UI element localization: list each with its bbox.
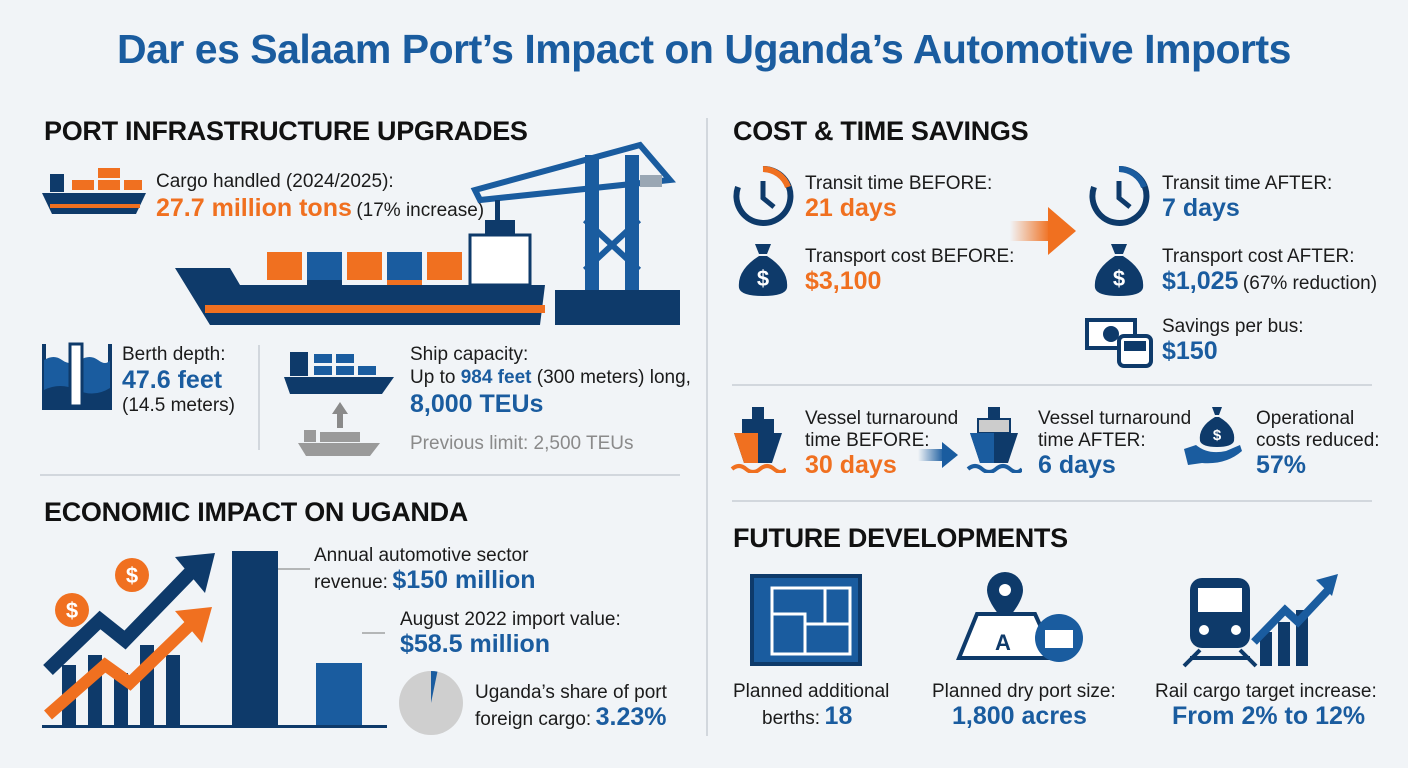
map-pin-container-icon: A [956,572,1083,662]
money-bag-icon: $ [1094,244,1144,296]
ship-teu: 8,000 TEUs [410,390,544,418]
cargo-note: (17% increase) [356,200,485,221]
turn-before-label: Vessel turnaround [805,408,959,429]
section-divider [732,500,1372,502]
svg-text:$: $ [66,598,78,623]
arrow-right-icon [918,442,958,468]
rail-growth-icon [1182,574,1338,668]
dryport-label: Planned dry port size: [932,681,1116,702]
berth-note: (14.5 meters) [122,395,235,416]
transit-after-label: Transit time AFTER: [1162,173,1333,194]
revenue-label: Annual automotive sector [314,545,529,566]
economic-heading: ECONOMIC IMPACT ON UGANDA [44,497,468,527]
berth-value: 47.6 feet [122,366,223,394]
arrow-right-icon [1010,207,1076,255]
berths-label: Planned additional [733,681,890,702]
section-divider [40,474,680,476]
cost-after-value: $1,025 [1162,267,1239,295]
berth-label: Berth depth: [122,344,226,365]
svg-text:$: $ [126,563,138,588]
share-pie-chart [399,671,463,735]
vessel-before-icon [730,407,786,473]
ship-prefix: Up to [410,367,456,388]
cash-bus-icon [1085,318,1153,368]
berths-value: 18 [824,702,853,730]
transit-before-label: Transit time BEFORE: [805,173,993,194]
share-label-2: foreign cargo: [475,709,592,730]
turn-before-label-2: time BEFORE: [805,430,930,451]
ship-capacity-icon [284,352,394,456]
rail-label: Rail cargo target increase: [1155,681,1377,702]
transit-after-value: 7 days [1162,194,1240,222]
clock-after-icon [1089,165,1150,226]
ship-label: Ship capacity: [410,344,529,365]
vessel-after-icon [966,407,1022,473]
rail-value: From 2% to 12% [1172,702,1366,730]
cargo-label: Cargo handled (2024/2025): [156,171,394,192]
transit-before-value: 21 days [805,194,897,222]
turn-after-value: 6 days [1038,451,1116,479]
share-value: 3.23% [595,703,667,731]
revenue-label-2: revenue: [314,572,388,593]
turn-after-label: Vessel turnaround [1038,408,1192,429]
share-label: Uganda’s share of port [475,682,667,703]
economic-growth-illustration: $ $ [42,551,387,728]
port-crane-ship-illustration [175,141,680,325]
svg-text:A: A [995,630,1011,655]
previous-limit: Previous limit: 2,500 TEUs [410,433,634,454]
savings-heading: COST & TIME SAVINGS [733,116,1029,146]
ops-label: Operational [1256,408,1355,429]
svg-text:$: $ [757,266,769,291]
money-bag-icon: $ [738,244,788,296]
column-divider [706,118,708,736]
cost-after-label: Transport cost AFTER: [1162,246,1355,267]
divider [258,345,260,450]
clock-before-icon [733,165,794,226]
dryport-value: 1,800 acres [952,702,1087,730]
blueprint-icon [750,574,862,666]
turn-before-value: 30 days [805,451,897,479]
bus-value: $150 [1162,337,1218,365]
turn-after-label-2: time AFTER: [1038,430,1146,451]
cost-before-label: Transport cost BEFORE: [805,246,1015,267]
cargo-ship-icon [42,168,146,214]
berths-label-2: berths: [762,708,821,729]
ops-label-2: costs reduced: [1256,430,1380,451]
svg-text:$: $ [1113,266,1125,291]
ops-value: 57% [1256,451,1307,479]
cost-after-note: (67% reduction) [1242,273,1378,294]
svg-text:$: $ [1213,427,1222,444]
import-value: $58.5 million [400,630,551,658]
future-heading: FUTURE DEVELOPMENTS [733,523,1068,553]
cost-before-value: $3,100 [805,267,882,295]
infrastructure-heading: PORT INFRASTRUCTURE UPGRADES [44,116,528,146]
import-label: August 2022 import value: [400,609,621,630]
page-title: Dar es Salaam Port’s Impact on Uganda’s … [117,26,1291,72]
section-divider [732,384,1372,386]
revenue-value: $150 million [392,566,536,594]
cargo-value: 27.7 million tons [156,194,352,222]
berth-depth-icon [42,342,112,410]
ship-length-note: (300 meters) long, [536,367,691,388]
pie-slice-uganda [431,671,438,703]
hand-money-icon: $ [1184,407,1242,465]
ship-length: 984 feet [460,367,532,388]
bus-label: Savings per bus: [1162,316,1304,337]
